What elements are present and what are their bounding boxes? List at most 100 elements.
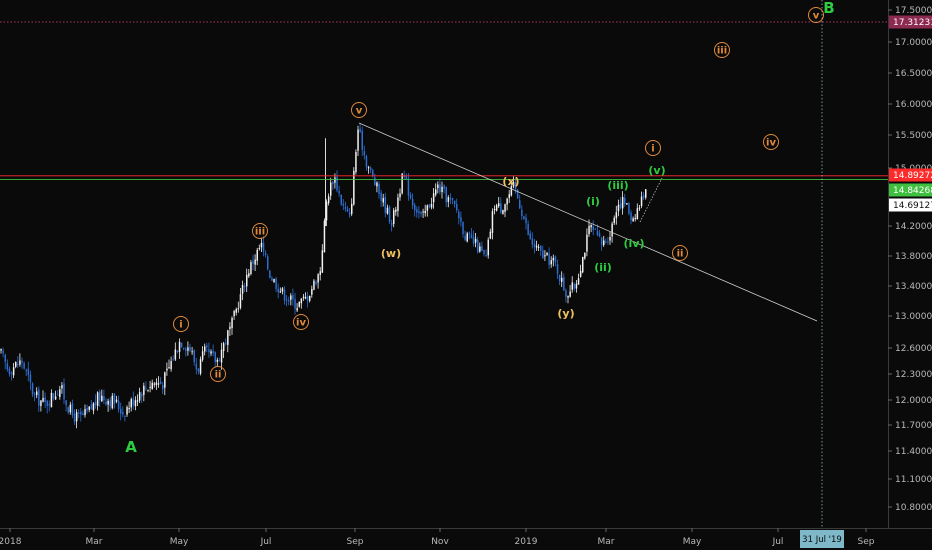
candle-body (231, 318, 233, 328)
price-tag-bg (889, 198, 932, 212)
candle (199, 356, 202, 376)
price-tick-label: 17.50000 (895, 6, 932, 16)
candle (376, 181, 378, 193)
candle (502, 209, 504, 215)
candle (220, 342, 223, 370)
candle (262, 236, 265, 257)
candle (92, 402, 95, 415)
candle (378, 181, 380, 199)
candle-body (481, 246, 483, 251)
candle-body (288, 300, 290, 302)
candle-body (441, 186, 443, 193)
candle-body (552, 257, 555, 261)
candle-body (393, 210, 395, 224)
candle (645, 188, 647, 200)
candle (546, 252, 548, 257)
wave-label: ii (210, 366, 226, 382)
candle-body (628, 203, 630, 214)
candle-body (61, 385, 63, 389)
candle (243, 282, 246, 292)
candle (342, 199, 345, 211)
candle (617, 199, 620, 217)
candle (8, 366, 11, 377)
candle-body (157, 383, 160, 385)
candle (292, 288, 294, 306)
wave-circle (293, 314, 309, 330)
time-cursor-bg (800, 530, 844, 548)
candle (506, 197, 508, 211)
candle-body (6, 363, 9, 370)
candle (172, 355, 174, 361)
candle-body (82, 413, 84, 416)
candle (422, 208, 424, 219)
candle-body (183, 348, 185, 350)
time-axis[interactable]: 2018 Mar May Jul Sep Nov 2019 Mar May Jul Sep 31 Ju… (0, 528, 932, 550)
candle-body (105, 401, 107, 405)
candle (498, 196, 500, 209)
candle (533, 238, 536, 254)
candle-body (88, 406, 90, 410)
candle-body (218, 360, 221, 362)
candle (355, 149, 357, 175)
time-tick-label: Mar (86, 537, 103, 547)
candle-body (122, 412, 124, 415)
wave-text: iv (296, 318, 306, 329)
wave-text: iii (717, 46, 727, 57)
candle-body (235, 308, 237, 313)
candle (214, 351, 216, 368)
price-tick-label: 16.00000 (895, 100, 932, 110)
price-axis[interactable]: 17.50000 17.00000 16.50000 16.00000 15.50000… (888, 0, 932, 528)
candle-body (67, 407, 69, 413)
candle (491, 208, 494, 240)
candle-body (317, 274, 319, 283)
candle-body (456, 204, 458, 211)
candle (386, 204, 389, 215)
candle-body (283, 289, 286, 301)
candle-body (588, 225, 590, 235)
candle-body (638, 207, 641, 209)
candle-body (336, 176, 338, 191)
candle (44, 392, 46, 409)
candle (382, 193, 384, 207)
candle-body (229, 326, 231, 330)
candle (359, 123, 361, 133)
candle (231, 316, 233, 335)
candle-body (0, 349, 2, 351)
wave-label: v (351, 102, 367, 118)
candle (348, 208, 351, 218)
candle-body (338, 191, 340, 194)
candle (52, 393, 55, 401)
wave-text: i (651, 144, 654, 155)
candle-body (300, 298, 303, 304)
candle (279, 287, 282, 294)
candle-body (107, 400, 109, 405)
candle-body (498, 203, 500, 207)
candle-body (516, 189, 519, 199)
candle (432, 187, 435, 209)
candle-body (550, 260, 552, 265)
candle-body (42, 397, 44, 402)
candle-body (411, 198, 414, 206)
candle-body (31, 383, 34, 395)
candle-body (525, 217, 527, 224)
candle-body (510, 186, 513, 196)
candle-body (191, 351, 193, 353)
candle-body (15, 362, 17, 367)
candle (554, 255, 557, 267)
candle-body (214, 352, 216, 363)
candle (632, 216, 634, 222)
candle (82, 410, 84, 416)
candle-body (401, 173, 403, 194)
candle-body (596, 230, 599, 236)
candle-body (330, 182, 332, 196)
candle-body (384, 196, 387, 213)
wave-text: ii (215, 370, 222, 381)
candle-body (437, 184, 439, 189)
candle (260, 237, 263, 253)
candle (212, 344, 214, 357)
wave-text: (w) (381, 247, 401, 260)
candle (80, 408, 82, 422)
candle (233, 309, 235, 320)
candle-body (615, 212, 618, 219)
